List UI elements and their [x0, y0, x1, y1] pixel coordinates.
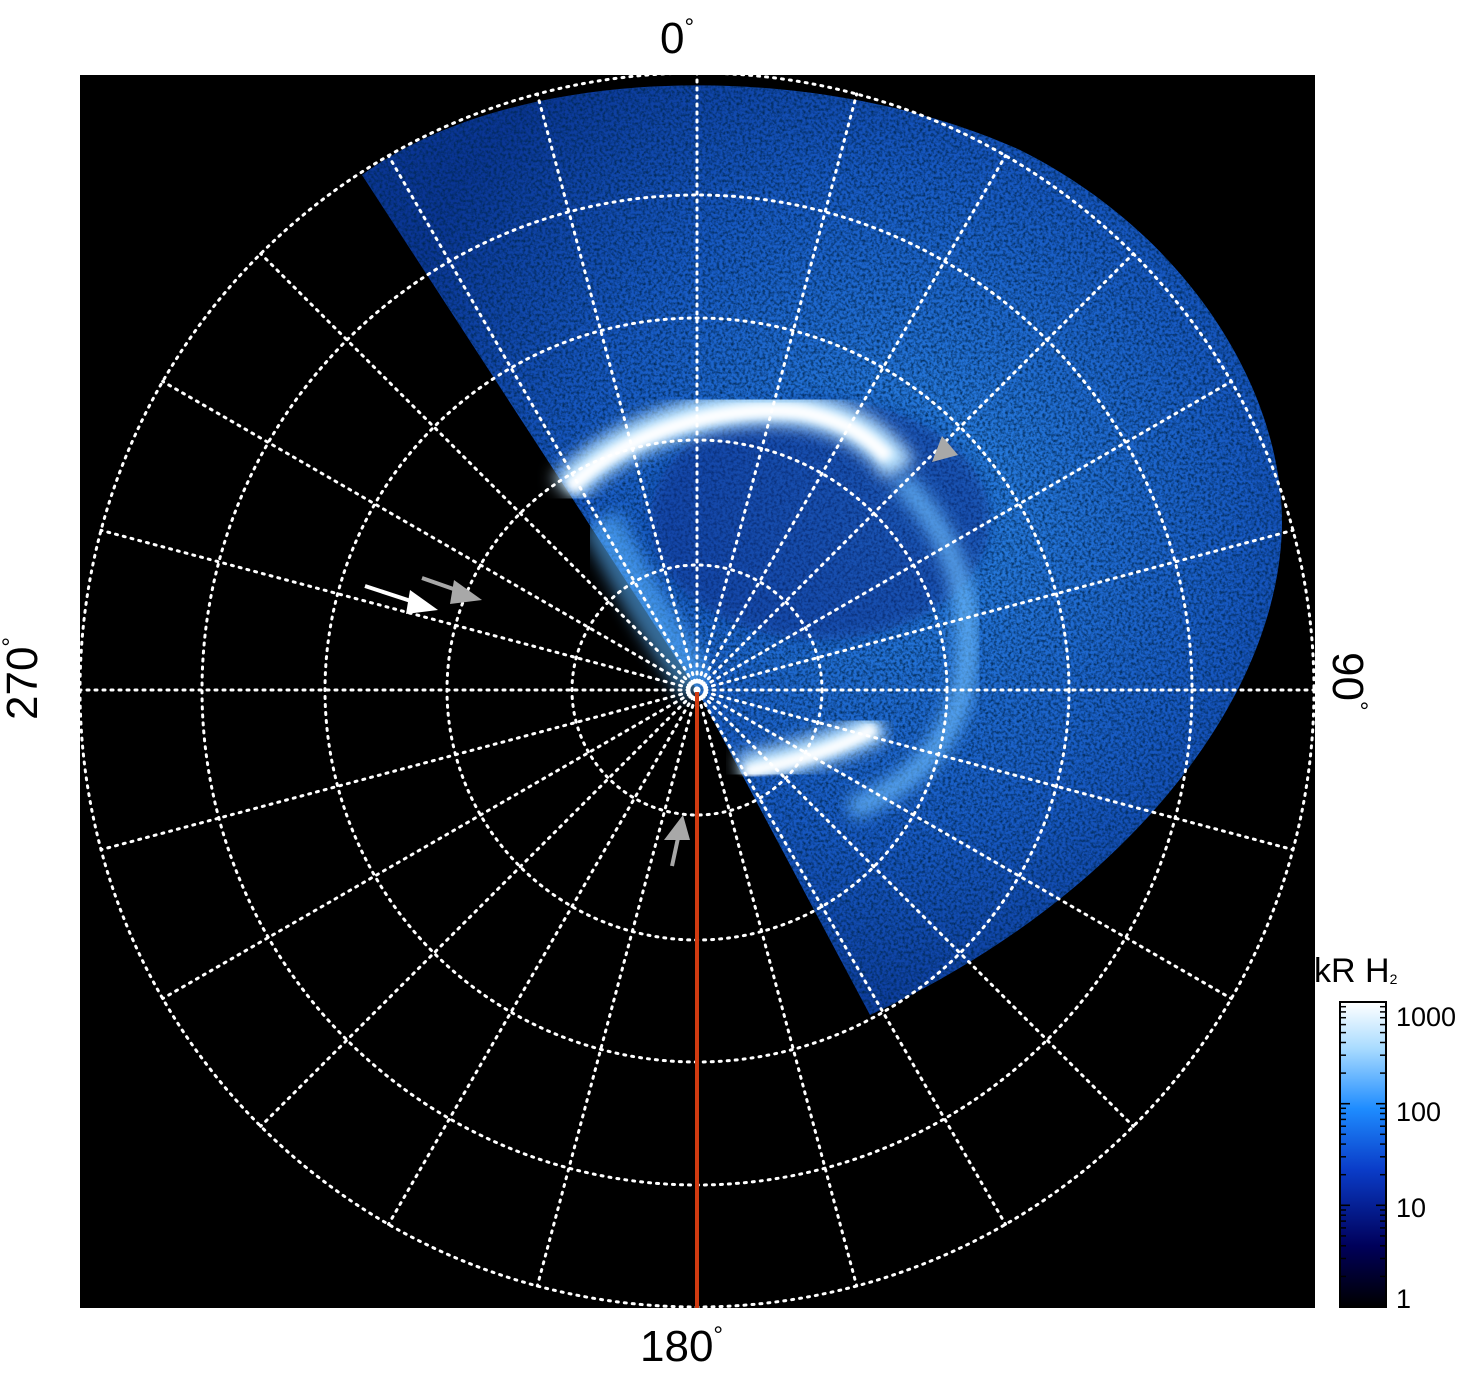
grid-meridian — [259, 252, 699, 692]
grid-meridian — [99, 688, 699, 852]
colorbar-tick-label: 1000 — [1396, 1002, 1457, 1032]
grid-circle — [570, 563, 824, 817]
grid-meridian — [695, 252, 1135, 692]
colorbar-gradient — [1339, 1001, 1387, 1308]
grid-meridian — [695, 688, 859, 1288]
grid-meridian — [695, 688, 1295, 852]
grid-meridian — [695, 154, 1007, 692]
grid-meridian — [259, 688, 699, 1128]
grid-meridian — [695, 528, 1295, 692]
grid-meridian — [695, 92, 859, 692]
grid-meridian — [387, 688, 699, 1226]
colorbar-tick-label: 1 — [1396, 1284, 1412, 1314]
azimuth-label-right: 90° — [1323, 652, 1372, 711]
grid-meridian — [695, 380, 1233, 692]
colorbar-tick-label: 10 — [1396, 1193, 1427, 1223]
grid-meridian — [695, 688, 1007, 1226]
grid-meridian — [535, 688, 699, 1288]
colorbar-tick-label: 100 — [1396, 1097, 1442, 1127]
grid-meridian — [695, 688, 1135, 1128]
grid-meridian — [161, 380, 699, 692]
azimuth-label-bottom: 180° — [640, 1322, 724, 1371]
gray-arrow-icon — [421, 576, 482, 604]
gray-arrowhead-icon — [932, 436, 958, 462]
grid-meridian — [695, 688, 1233, 1000]
grid-meridian — [99, 528, 699, 692]
annotation-arrows — [364, 436, 958, 867]
azimuth-label-top: 0° — [660, 14, 695, 63]
colorbar — [1339, 1001, 1387, 1308]
gray-arrow-lower-icon — [664, 815, 690, 867]
secondary-arc — [845, 472, 979, 821]
colorbar-title: kR H2 — [1314, 952, 1398, 990]
aurora-emission-region — [362, 85, 1282, 1015]
white-arrow-icon — [364, 584, 438, 614]
grid-meridian — [535, 92, 699, 692]
azimuth-label-left: 270° — [0, 636, 47, 720]
grid-meridian — [387, 154, 699, 692]
colorbar-minor-ticks — [1340, 1001, 1386, 1308]
grid-meridian — [161, 688, 699, 1000]
